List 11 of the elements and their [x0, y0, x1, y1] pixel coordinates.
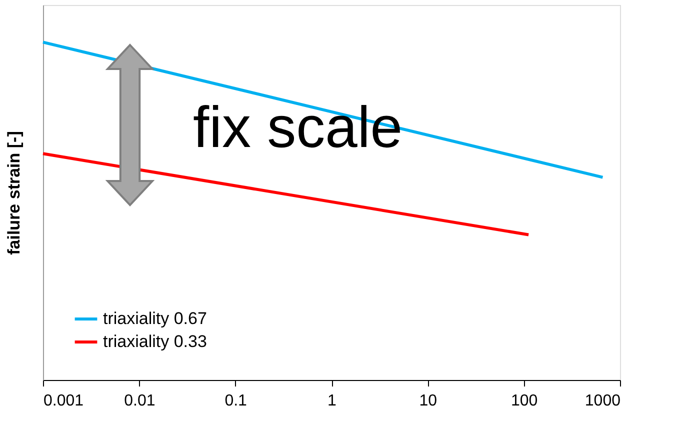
x-tick-label: 1000 — [584, 392, 621, 410]
x-tick-label: 0.001 — [44, 392, 84, 410]
y-axis-title: failure strain [-] — [4, 131, 24, 255]
annotation: fix scale — [193, 95, 403, 160]
x-tick-label: 0.01 — [124, 392, 156, 410]
x-tick-label: 10 — [419, 392, 438, 410]
x-tick-label: 100 — [510, 392, 538, 410]
x-tick-label: 0.1 — [224, 392, 248, 410]
x-tick-label: 1 — [328, 392, 337, 410]
legend-label: triaxiality 0.33 — [103, 332, 207, 351]
legend-label: triaxiality 0.67 — [103, 309, 207, 328]
